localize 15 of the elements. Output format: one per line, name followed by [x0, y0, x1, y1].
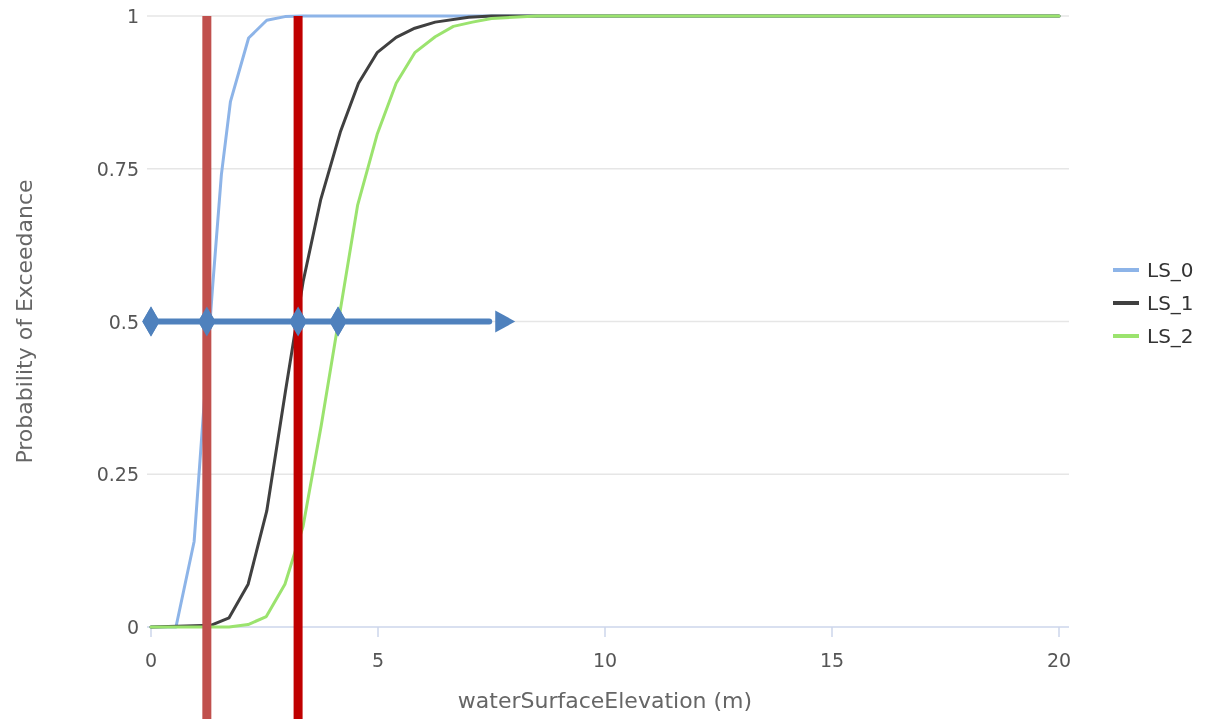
legend-label: LS_1: [1147, 291, 1194, 315]
x-tick-label: 5: [371, 649, 385, 671]
x-tick-label: 20: [1046, 649, 1072, 671]
y-axis-title: Probability of Exceedance: [12, 179, 37, 464]
legend-label: LS_2: [1147, 324, 1194, 348]
x-axis-title: waterSurfaceElevation (m): [457, 688, 753, 713]
y-tick-label: 0.75: [96, 157, 139, 180]
y-tick-label: 0.5: [108, 310, 139, 333]
x-tick-label: 15: [819, 649, 845, 671]
y-tick-label: 1: [126, 5, 139, 27]
y-tick-label: 0: [126, 616, 139, 638]
y-tick-label: 0.25: [96, 463, 139, 486]
legend-label: LS_0: [1147, 258, 1194, 282]
x-tick-label: 10: [592, 649, 618, 671]
x-tick-label: 0: [144, 649, 158, 671]
